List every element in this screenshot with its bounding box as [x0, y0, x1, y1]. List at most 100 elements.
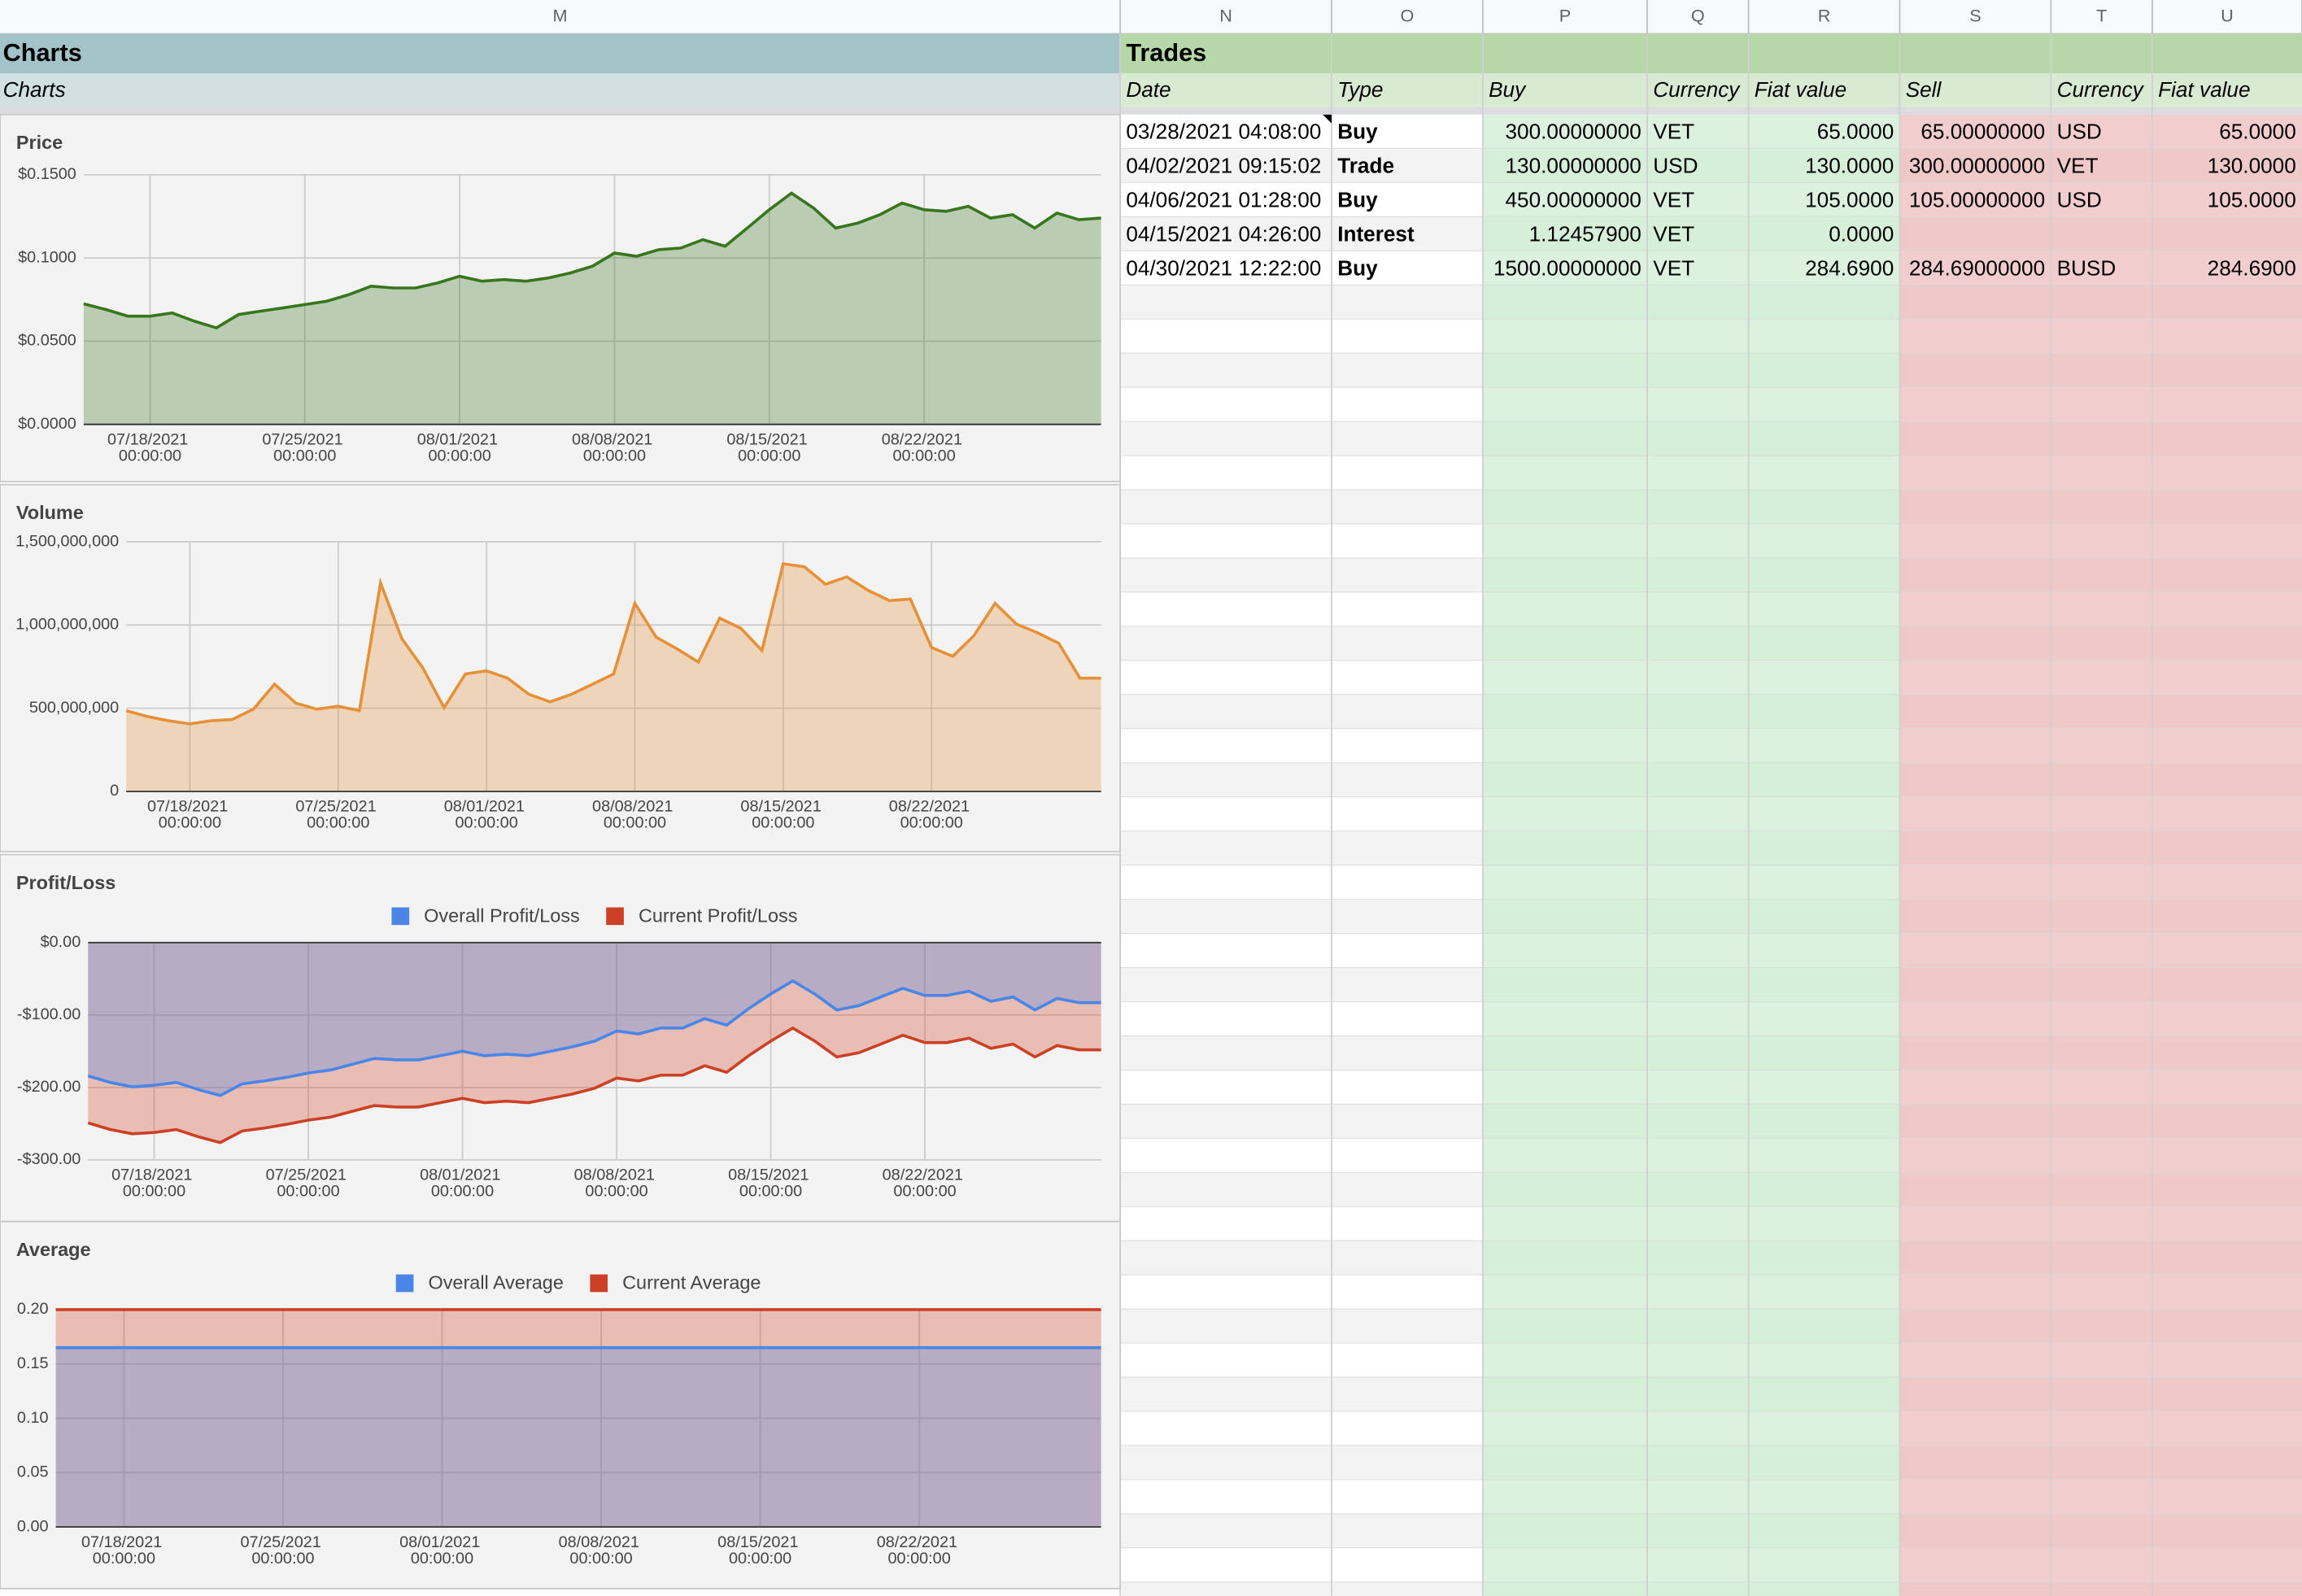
row-bg: [1120, 182, 1483, 217]
buy-bg: [1482, 421, 1900, 456]
sell-bg: [1899, 1172, 2302, 1207]
y-tick-label: 1,500,000,000: [15, 532, 119, 550]
row-bg: [1120, 1104, 1483, 1139]
x-tick-label: 08/15/2021 00:00:00: [740, 798, 826, 832]
buy-bg: [1482, 319, 1900, 354]
row-bg: [1120, 319, 1483, 354]
y-tick-label: $0.1000: [18, 248, 76, 266]
row-bg: [1120, 933, 1483, 968]
cell-text: 04/30/2021 12:22:00: [1126, 255, 1321, 280]
cell-text: 04/15/2021 04:26:00: [1126, 221, 1321, 246]
sell-bg: [1899, 421, 2302, 456]
x-tick-label: 08/22/2021 00:00:00: [877, 1533, 962, 1568]
cell-text: 65.0000: [1817, 120, 1894, 144]
row-bg: [1120, 558, 1483, 593]
y-tick-label: 0.15: [17, 1354, 49, 1372]
sell-bg: [1899, 831, 2302, 866]
legend-swatch: [606, 907, 624, 926]
trades-section: [1120, 33, 2302, 74]
y-tick-label: $0.0500: [18, 332, 76, 350]
row-bg: [1120, 1548, 1483, 1583]
buy-bg: [1482, 1514, 1900, 1549]
chart-title: Price: [16, 132, 63, 153]
buy-bg: [1482, 1001, 1900, 1036]
x-tick-label: 07/25/2021 00:00:00: [241, 1533, 326, 1568]
buy-bg: [1482, 524, 1900, 559]
x-tick-label: 08/08/2021 00:00:00: [559, 1533, 644, 1568]
sell-bg: [1899, 1104, 2302, 1139]
buy-bg: [1482, 1582, 1900, 1596]
buy-bg: [1482, 967, 1900, 1002]
sell-bg: [1899, 1309, 2302, 1344]
sell-bg: [1899, 661, 2302, 696]
buy-bg: [1482, 1104, 1900, 1139]
column-heading: Currency: [2057, 77, 2145, 102]
x-tick-label: 07/18/2021 00:00:00: [107, 431, 193, 465]
sell-bg: [1899, 1343, 2302, 1378]
sell-bg: [1899, 729, 2302, 764]
buy-bg: [1482, 1446, 1900, 1480]
cell-text: Buy: [1337, 187, 1378, 211]
cell-text: 130.0000: [2208, 153, 2296, 177]
column-heading: Date: [1126, 77, 1171, 102]
cell-text: 130.0000: [1805, 153, 1894, 177]
cell-text: VET: [1653, 187, 1694, 211]
row-bg: [1120, 866, 1483, 900]
series-line: [125, 562, 1101, 726]
row-bg: [1120, 1138, 1483, 1173]
column-heading: Fiat value: [2158, 77, 2250, 102]
x-tick-label: 08/08/2021 00:00:00: [572, 431, 657, 465]
legend-swatch: [590, 1274, 608, 1293]
buy-bg: [1482, 1411, 1900, 1446]
x-tick-label: 07/25/2021 00:00:00: [266, 1166, 351, 1201]
row-bg: [1120, 456, 1483, 491]
cell-text: 450.00000000: [1506, 187, 1641, 211]
cell-text: USD: [2057, 120, 2102, 144]
buy-bg: [1482, 1377, 1900, 1412]
buy-bg: [1482, 1138, 1900, 1173]
column-heading: Buy: [1489, 77, 1527, 102]
buy-bg: [1482, 1275, 1900, 1310]
column-letter: Q: [1691, 6, 1705, 26]
buy-bg: [1482, 251, 1900, 286]
x-tick-label: 08/01/2021 00:00:00: [420, 1166, 505, 1201]
sell-bg: [1899, 524, 2302, 559]
row-bg: [1120, 387, 1483, 422]
sell-bg: [1899, 1275, 2302, 1310]
cell-text: VET: [1653, 120, 1694, 144]
cell-text: 04/02/2021 09:15:02: [1126, 153, 1321, 177]
y-tick-label: $0.0000: [18, 415, 76, 433]
buy-bg: [1482, 1343, 1900, 1378]
x-tick-label: 08/22/2021 00:00:00: [883, 1166, 968, 1201]
column-letter: R: [1818, 6, 1831, 26]
cell-text: USD: [2057, 187, 2102, 211]
column-heading: Currency: [1653, 77, 1741, 102]
row-bg: [1120, 1411, 1483, 1446]
buy-bg: [1482, 1309, 1900, 1344]
legend-label: Current Average: [622, 1272, 761, 1293]
sell-bg: [1899, 695, 2302, 730]
row-bg: [1120, 729, 1483, 764]
row-bg: [1120, 1309, 1483, 1344]
row-bg: [1120, 831, 1483, 866]
row-bg: [1120, 1206, 1483, 1241]
x-tick-label: 08/22/2021 00:00:00: [889, 798, 974, 832]
sell-bg: [1899, 251, 2302, 286]
row-bg: [1120, 1514, 1483, 1549]
cell-text: 105.0000: [2208, 187, 2296, 211]
row-bg: [1120, 626, 1483, 661]
sell-bg: [1899, 626, 2302, 661]
cell-text: Trade: [1337, 153, 1394, 177]
cell-text: 105.00000000: [1909, 187, 2045, 211]
x-tick-label: 08/15/2021 00:00:00: [717, 1533, 803, 1568]
cell-text: 284.69000000: [1909, 255, 2045, 280]
row-bg: [1120, 1036, 1483, 1071]
cell-text: 105.0000: [1805, 187, 1894, 211]
cell-text: 300.00000000: [1909, 153, 2045, 177]
column-letter: U: [2221, 6, 2234, 26]
y-tick-label: 1,000,000,000: [15, 616, 119, 634]
row-bg: [1120, 114, 1483, 149]
buy-bg: [1482, 831, 1900, 866]
sell-bg: [1899, 933, 2302, 968]
